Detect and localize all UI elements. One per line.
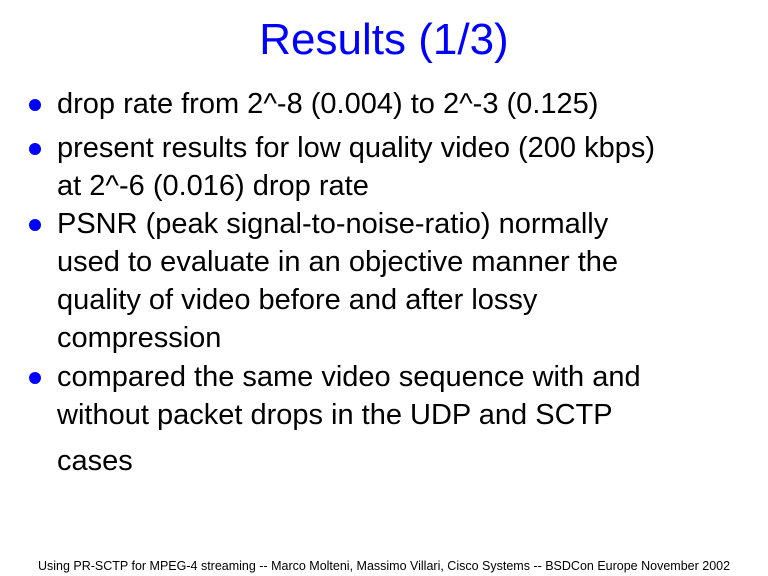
bullet-item: compared the same video sequence with an… [0,358,768,480]
bullet-item: present results for low quality video (2… [0,129,768,205]
bullet-dot-icon [29,219,41,231]
bullet-text: compression [57,322,222,354]
bullet-dot-icon [29,372,41,384]
bullet-text: drop rate from 2^-8 (0.004) to 2^-3 (0.1… [57,88,599,120]
slide-footer: Using PR-SCTP for MPEG-4 streaming -- Ma… [37,559,731,573]
bullet-text: used to evaluate in an objective manner … [57,246,619,278]
bullet-text: cases [57,445,133,477]
bullet-text: without packet drops in the UDP and SCTP [57,399,613,431]
bullet-text: at 2^-6 (0.016) drop rate [57,170,369,202]
bullet-dot-icon [29,99,41,111]
slide-title: Results (1/3) [259,15,509,64]
bullet-item: drop rate from 2^-8 (0.004) to 2^-3 (0.1… [0,85,768,123]
bullet-item: PSNR (peak signal-to-noise-ratio) normal… [0,205,768,357]
bullet-text: PSNR (peak signal-to-noise-ratio) normal… [57,208,609,240]
bullet-text: quality of video before and after lossy [57,284,538,316]
bullet-text: compared the same video sequence with an… [57,361,641,393]
bullet-dot-icon [29,143,41,155]
bullet-text: present results for low quality video (2… [57,132,656,164]
